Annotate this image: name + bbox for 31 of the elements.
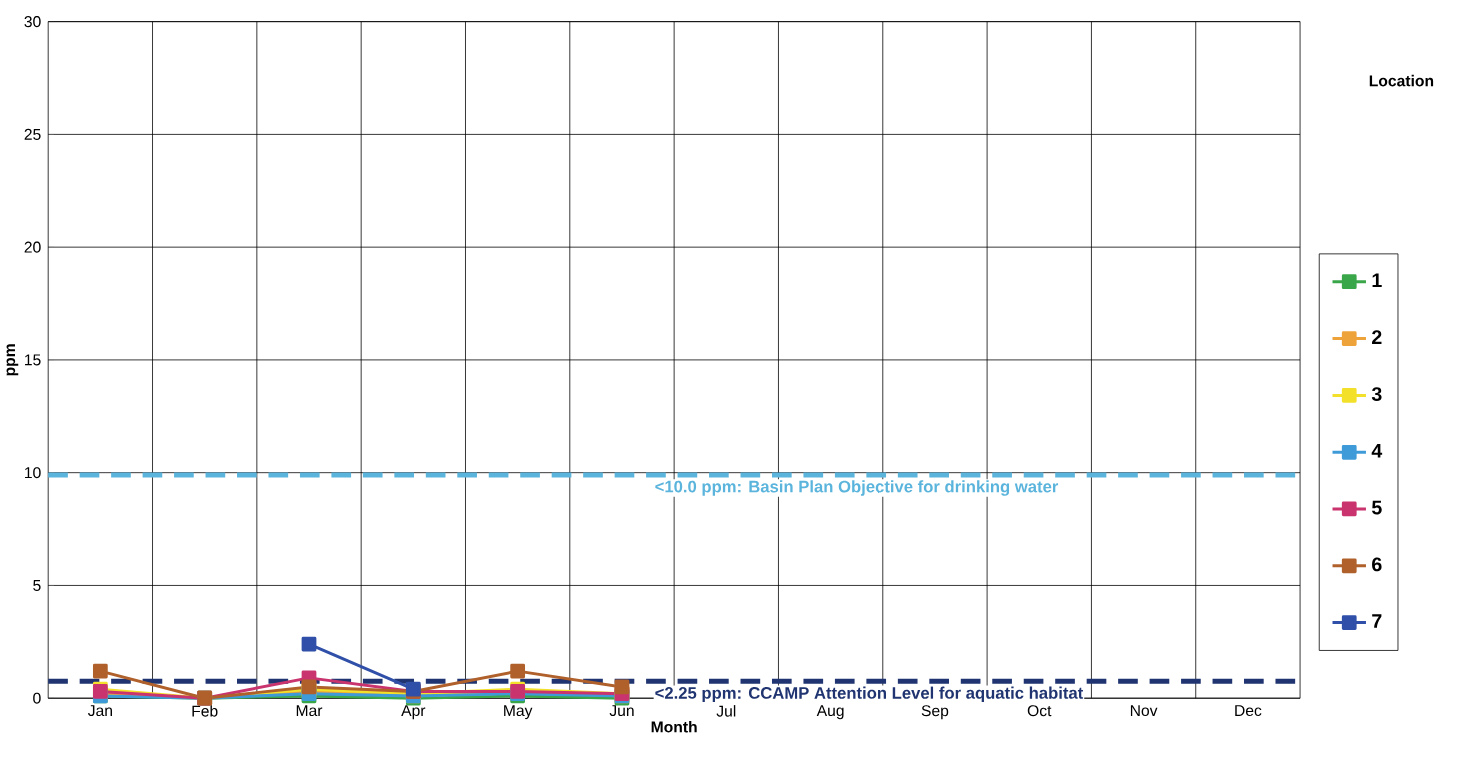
legend-label: 7	[1372, 614, 1382, 628]
x-tick-label: Jan	[87, 705, 112, 717]
ref-line-label: <10.0 ppm: Basin Plan Objective for drinking water	[655, 480, 1059, 496]
y-tick-label: 20	[24, 241, 41, 253]
x-tick-label: Jun	[609, 705, 634, 717]
x-tick-label: Oct	[1027, 705, 1052, 717]
legend-label: 1	[1372, 273, 1382, 287]
x-tick-label: Aug	[816, 705, 844, 720]
x-tick-label: Sep	[921, 705, 949, 720]
x-tick-label: May	[504, 705, 533, 720]
x-tick-label: Dec	[1235, 705, 1262, 717]
legend-label: 3	[1371, 387, 1382, 401]
legend-label: 2	[1372, 330, 1382, 344]
y-tick-label: 15	[25, 354, 41, 366]
y-tick-label: 25	[24, 128, 41, 140]
y-tick-label: 5	[33, 579, 41, 591]
x-tick-label: Nov	[1130, 705, 1158, 717]
x-tick-label: Feb	[192, 705, 218, 717]
y-tick-label: 10	[25, 467, 41, 479]
x-tick-label: Jul	[716, 705, 736, 717]
y-axis-title: ppm	[6, 344, 19, 376]
ref-line-label: <2.25 ppm: CCAMP Attention Level for aquatic habitat	[655, 686, 1084, 703]
y-tick-label: 30	[24, 16, 41, 28]
legend-label: 5	[1371, 500, 1382, 515]
legend-label: 4	[1371, 444, 1383, 458]
legend-title: Location	[1369, 74, 1434, 87]
legend-label: 6	[1372, 557, 1382, 572]
x-axis-title: Month	[651, 720, 697, 733]
y-tick-label: 0	[33, 692, 41, 704]
x-tick-label: Mar	[296, 705, 323, 717]
x-tick-label: Apr	[401, 705, 426, 720]
